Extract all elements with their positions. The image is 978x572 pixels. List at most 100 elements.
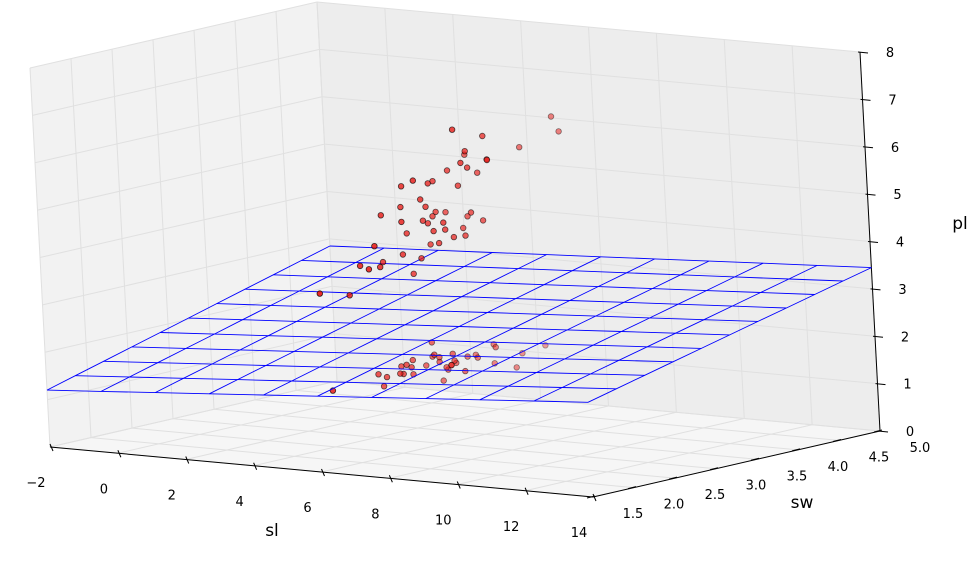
scatter-point — [463, 164, 471, 171]
wireframe-line — [244, 288, 787, 309]
scatter-point — [442, 208, 449, 216]
z-tick-label: 4 — [896, 236, 904, 251]
scatter-point — [423, 362, 430, 369]
scatter-point — [422, 203, 429, 210]
scatter-point — [409, 356, 416, 364]
scatter-point — [483, 156, 491, 164]
x-tick-mark — [185, 456, 190, 464]
y-tick-label: 4.5 — [869, 450, 890, 465]
wireframe-line — [75, 375, 617, 390]
scatter-point — [460, 224, 467, 232]
x-tick-label: 6 — [303, 501, 311, 516]
x-tick-mark — [321, 468, 325, 477]
scatter-point — [474, 169, 481, 176]
z-tick-label: 8 — [886, 46, 894, 61]
z-tick-label: 2 — [901, 330, 909, 345]
z-tick-mark — [860, 98, 871, 101]
scatter-point — [419, 217, 427, 224]
grid-line-z — [34, 96, 323, 164]
scatter-point — [454, 182, 462, 189]
y-tick-mark — [627, 486, 637, 490]
grid-line-z — [321, 96, 866, 148]
z-tick-label: 5 — [893, 188, 901, 203]
grid-line-x — [525, 424, 813, 492]
x-tick-label: 8 — [371, 507, 379, 522]
grid-line-y — [172, 418, 717, 470]
grid-line-z — [329, 238, 873, 290]
scatter-point — [375, 371, 382, 378]
grid-line-z — [44, 285, 333, 353]
z-tick-label: 3 — [898, 283, 906, 298]
wireframe-line — [301, 259, 844, 282]
scatter-point — [429, 213, 436, 220]
y-axis-line — [592, 430, 881, 498]
y-tick-mark — [709, 467, 719, 471]
scatter-point — [398, 363, 405, 370]
z-tick-mark — [867, 241, 879, 243]
z-axis-label: pl — [952, 214, 968, 234]
x-tick-mark — [456, 481, 461, 489]
x-tick-label: 14 — [571, 526, 588, 541]
grid-line-z — [47, 333, 335, 401]
x-axis-label: sl — [265, 521, 279, 541]
wireframe-line — [160, 332, 702, 349]
scatter-point — [462, 232, 469, 239]
z-tick-mark — [870, 288, 881, 291]
y-tick-mark — [668, 476, 678, 480]
x-tick-mark — [253, 462, 258, 470]
scatter-point — [513, 364, 520, 371]
scatter-point — [479, 132, 486, 140]
scatter-point — [555, 128, 562, 135]
grid-line-x — [321, 405, 609, 473]
y-tick-mark — [586, 495, 596, 499]
grid-line-x — [457, 418, 745, 485]
scatter-point — [430, 227, 437, 235]
grid-line-z — [319, 48, 863, 100]
grid-line-z — [324, 143, 868, 195]
grid-line-z — [334, 333, 878, 385]
scatter-point — [442, 226, 449, 233]
grid-line-z — [49, 380, 338, 448]
scatter-point — [399, 251, 407, 258]
regression-plane-wireframe — [46, 245, 872, 403]
x-tick-label: −2 — [26, 476, 45, 491]
scatter-point — [356, 262, 364, 270]
x-tick-mark — [592, 493, 597, 502]
scatter-point — [409, 177, 416, 184]
z-tick-label: 0 — [906, 425, 914, 440]
scatter-point — [371, 242, 378, 250]
grid-line-y — [131, 427, 676, 479]
y-tick-label: 3.5 — [787, 469, 808, 484]
scatter-point — [365, 266, 373, 273]
scatter-point — [443, 167, 451, 174]
scatter-point — [474, 354, 481, 361]
y-axis-label: sw — [791, 493, 814, 513]
grid-line-x — [253, 399, 541, 467]
z-tick-mark — [857, 51, 869, 54]
y-tick-label: 4.0 — [828, 460, 849, 475]
scatter-point — [443, 364, 450, 371]
grid-line-z — [42, 238, 330, 306]
scatter-point — [424, 180, 431, 187]
scatter-point — [377, 263, 384, 271]
axes-ticks: −2 0 2 4 6 8 10 12 141.52.02.53.03.54.04.55.0012… — [26, 46, 930, 541]
x-tick-label: 4 — [235, 495, 243, 510]
scatter-point — [397, 183, 405, 190]
wireframe-line — [329, 245, 872, 269]
scatter-point — [418, 255, 425, 262]
scatter-point — [424, 220, 432, 227]
scatter-point — [346, 292, 353, 299]
grid-line-z — [29, 1, 318, 69]
scatter-point — [410, 270, 417, 277]
scatter-point — [383, 373, 391, 381]
y-tick-label: 5.0 — [910, 441, 931, 456]
scatter-points-behind — [329, 339, 549, 394]
grid-line-z — [316, 1, 861, 53]
scatter-point — [316, 290, 323, 297]
z-tick-mark — [877, 430, 889, 433]
grid-line-z — [336, 380, 881, 432]
z-tick-mark — [875, 383, 886, 386]
y-tick-label: 2.0 — [664, 498, 685, 513]
wireframe-line — [46, 389, 589, 403]
